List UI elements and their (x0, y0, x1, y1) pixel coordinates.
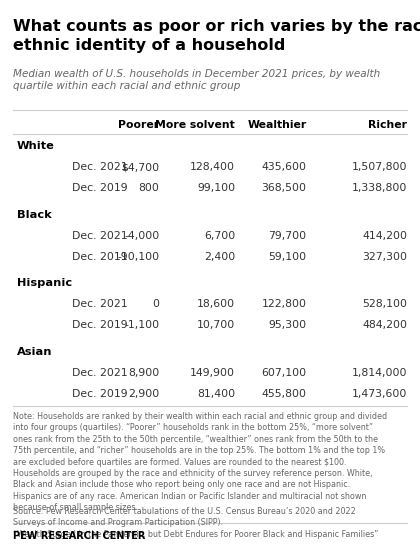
Text: 455,800: 455,800 (262, 389, 307, 399)
Text: Dec. 2019: Dec. 2019 (73, 389, 128, 399)
Text: 1,338,800: 1,338,800 (352, 183, 407, 193)
Text: Richer: Richer (368, 120, 407, 130)
Text: 1,507,800: 1,507,800 (352, 162, 407, 172)
Text: Dec. 2021: Dec. 2021 (73, 231, 128, 241)
Text: $4,700: $4,700 (121, 162, 160, 172)
Text: 149,900: 149,900 (190, 368, 235, 378)
Text: 368,500: 368,500 (262, 183, 307, 193)
Text: Black: Black (17, 210, 52, 220)
Text: 99,100: 99,100 (197, 183, 235, 193)
Text: Dec. 2021: Dec. 2021 (73, 299, 128, 309)
Text: What counts as poor or rich varies by the racial and
ethnic identity of a househ: What counts as poor or rich varies by th… (13, 19, 420, 53)
Text: 2,900: 2,900 (129, 389, 160, 399)
Text: 800: 800 (139, 183, 160, 193)
Text: Median wealth of U.S. households in December 2021 prices, by wealth
quartile wit: Median wealth of U.S. households in Dece… (13, 69, 380, 92)
Text: Hispanic: Hispanic (17, 278, 72, 288)
Text: Source: Pew Research Center tabulations of the U.S. Census Bureau’s 2020 and 202: Source: Pew Research Center tabulations … (13, 507, 378, 539)
Text: 122,800: 122,800 (262, 299, 307, 309)
Text: 81,400: 81,400 (197, 389, 235, 399)
Text: More solvent: More solvent (155, 120, 235, 130)
Text: 528,100: 528,100 (362, 299, 407, 309)
Text: 79,700: 79,700 (268, 231, 307, 241)
Text: 414,200: 414,200 (362, 231, 407, 241)
Text: Dec. 2019: Dec. 2019 (73, 252, 128, 262)
Text: 484,200: 484,200 (362, 320, 407, 330)
Text: 95,300: 95,300 (268, 320, 307, 330)
Text: 327,300: 327,300 (362, 252, 407, 262)
Text: 10,700: 10,700 (197, 320, 235, 330)
Text: Dec. 2021: Dec. 2021 (73, 162, 128, 172)
Text: 6,700: 6,700 (204, 231, 235, 241)
Text: 2,400: 2,400 (204, 252, 235, 262)
Text: 1,473,600: 1,473,600 (352, 389, 407, 399)
Text: 128,400: 128,400 (190, 162, 235, 172)
Text: Note: Households are ranked by their wealth within each racial and ethnic group : Note: Households are ranked by their wea… (13, 412, 387, 512)
Text: Dec. 2019: Dec. 2019 (73, 183, 128, 193)
Text: 59,100: 59,100 (268, 252, 307, 262)
Text: -10,100: -10,100 (118, 252, 160, 262)
Text: Dec. 2019: Dec. 2019 (73, 320, 128, 330)
Text: Poorer: Poorer (118, 120, 160, 130)
Text: 0: 0 (152, 299, 160, 309)
Text: White: White (17, 141, 55, 151)
Text: Asian: Asian (17, 347, 52, 357)
Text: PEW RESEARCH CENTER: PEW RESEARCH CENTER (13, 531, 145, 541)
Text: -4,000: -4,000 (124, 231, 160, 241)
Text: 607,100: 607,100 (262, 368, 307, 378)
Text: -1,100: -1,100 (124, 320, 160, 330)
Text: Wealthier: Wealthier (247, 120, 307, 130)
Text: Dec. 2021: Dec. 2021 (73, 368, 128, 378)
Text: 18,600: 18,600 (197, 299, 235, 309)
Text: 8,900: 8,900 (129, 368, 160, 378)
Text: 435,600: 435,600 (262, 162, 307, 172)
Text: 1,814,000: 1,814,000 (352, 368, 407, 378)
